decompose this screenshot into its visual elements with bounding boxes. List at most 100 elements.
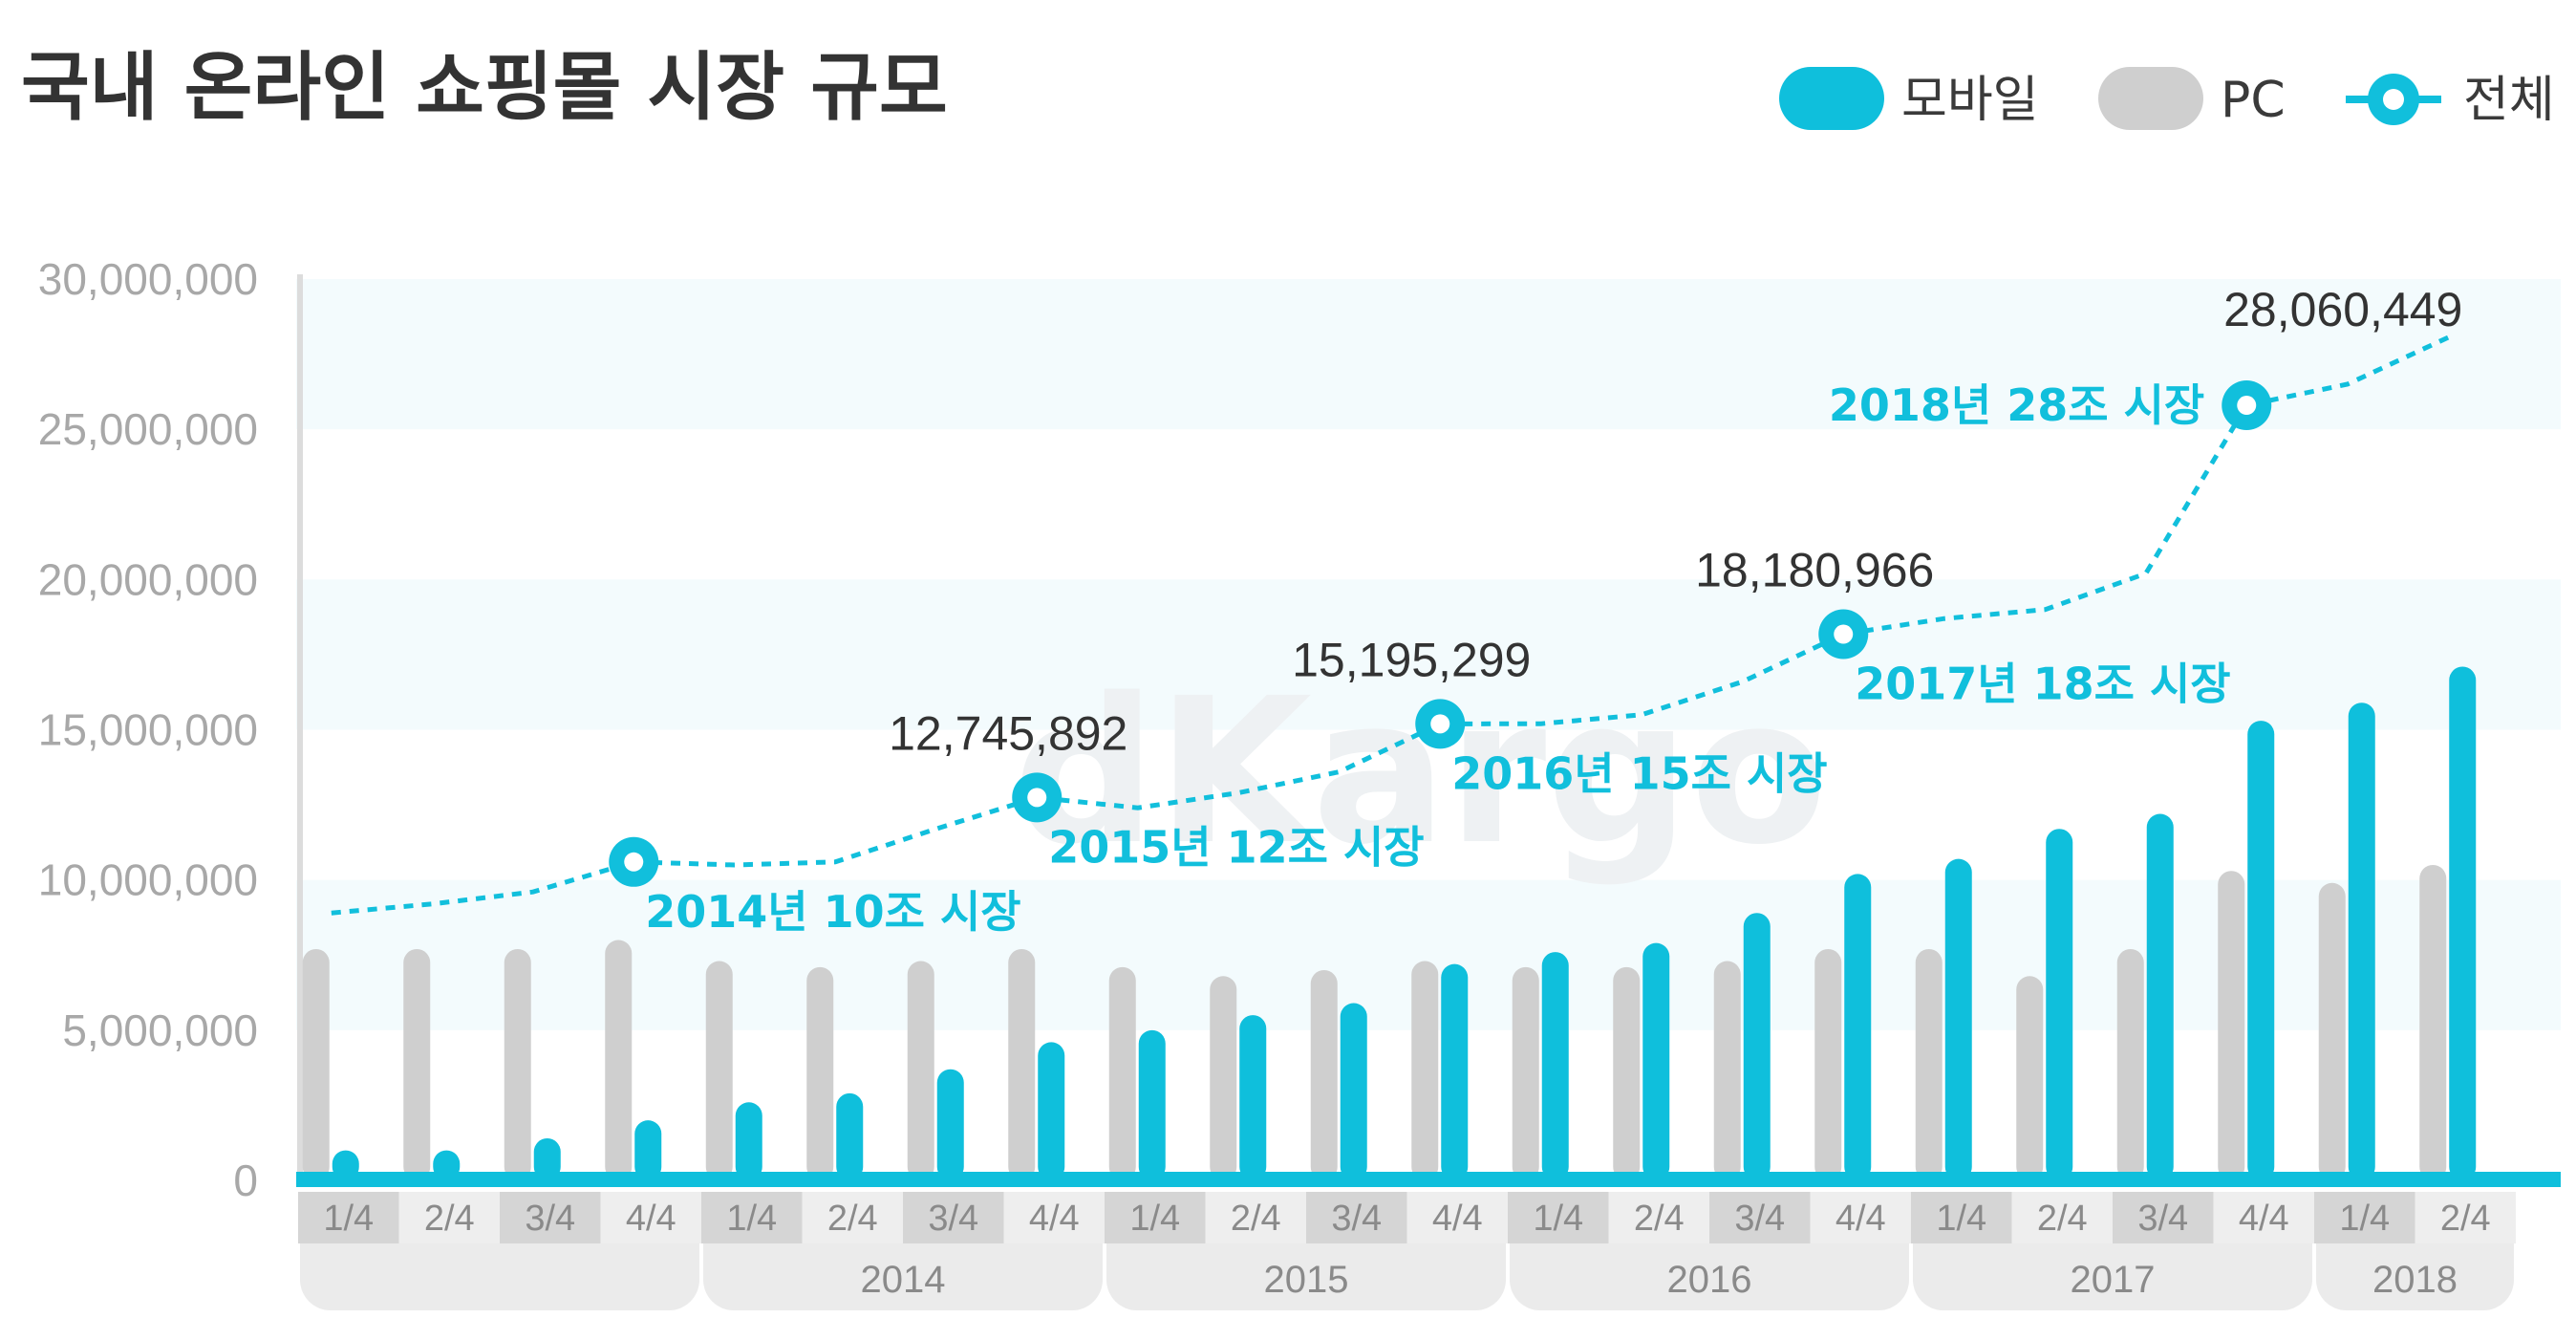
bar-pc	[403, 948, 431, 1180]
bar-mobile	[1138, 1029, 1166, 1180]
legend-swatch-mobile	[1779, 67, 1884, 130]
quarter-cell	[1508, 1192, 1609, 1243]
annotation-label: 2014년 10조 시장	[645, 886, 1020, 938]
value-label: 12,745,892	[889, 706, 1127, 760]
x-quarter-label: 2/4	[1634, 1199, 1685, 1239]
bar-pc	[302, 948, 330, 1180]
x-quarter-label: 2/4	[1231, 1199, 1281, 1239]
bar-mobile	[634, 1120, 662, 1180]
x-quarter-label: 3/4	[1331, 1199, 1382, 1239]
quarter-cell	[1105, 1192, 1206, 1243]
legend-marker-hole	[2383, 89, 2404, 110]
x-axis: 1/4 2/4 3/4 4/4 1/4 2/4 3/4 4/4 1/4 2/4 3/4 4/4 1/4 2…	[296, 1172, 2561, 1310]
quarter-cell	[1608, 1192, 1709, 1243]
x-quarter-label: 2/4	[424, 1199, 475, 1239]
legend-item-mobile: 모바일	[1779, 67, 2039, 130]
quarter-cell	[500, 1192, 601, 1243]
bar-pc	[2218, 871, 2245, 1180]
value-label: 18,180,966	[1695, 544, 1934, 597]
bar-mobile	[2247, 721, 2275, 1180]
x-quarter-label: 2/4	[2440, 1199, 2491, 1239]
bar-pc	[1108, 966, 1136, 1180]
bar-pc	[705, 961, 733, 1180]
x-quarter-label: 1/4	[1129, 1199, 1180, 1239]
bar-pc	[1008, 948, 1036, 1180]
x-quarter-label: 4/4	[1029, 1199, 1080, 1239]
quarter-cell	[2011, 1192, 2113, 1243]
bar-mobile	[936, 1069, 964, 1180]
x-year-label: 2015	[1264, 1259, 1349, 1301]
bar-mobile	[1642, 942, 1670, 1180]
bar-pc	[1310, 969, 1338, 1180]
bars	[302, 666, 2477, 1180]
value-label: 28,060,449	[2223, 283, 2462, 336]
bar-mobile	[1239, 1015, 1267, 1180]
bar-mobile	[1844, 874, 1872, 1180]
y-axis: 30,000,000 25,000,000 20,000,000 15,000,000…	[38, 254, 303, 1205]
bar-pc	[806, 966, 834, 1180]
quarter-cell	[2314, 1192, 2415, 1243]
watermark: dKargo	[1013, 655, 1828, 889]
quarter-cell	[298, 1192, 399, 1243]
bar-mobile	[1441, 963, 1469, 1180]
total-line: 2014년 10조 시장 2015년 12조 시장 12,745,892 2016년 …	[331, 283, 2462, 938]
total-marker-hole	[1027, 788, 1047, 808]
y-tick-label: 10,000,000	[38, 855, 258, 905]
quarter-cell	[1911, 1192, 2012, 1243]
quarter-cell	[802, 1192, 903, 1243]
y-tick-label: 0	[233, 1156, 258, 1205]
bar-pc	[1915, 948, 1943, 1180]
x-quarter-label: 3/4	[2137, 1199, 2188, 1239]
bar-mobile	[1340, 1003, 1367, 1180]
bar-pc	[2016, 976, 2044, 1180]
quarter-cell	[600, 1192, 701, 1243]
quarter-cell	[1810, 1192, 1911, 1243]
y-tick-label: 30,000,000	[38, 254, 258, 304]
x-year-label: 2017	[2071, 1259, 2156, 1301]
quarter-cell	[398, 1192, 500, 1243]
quarter-cell	[1205, 1192, 1306, 1243]
x-quarter-label: 1/4	[323, 1199, 374, 1239]
bar-pc	[1512, 966, 1539, 1180]
bar-pc	[504, 948, 531, 1180]
annotation-label: 2015년 12조 시장	[1048, 821, 1424, 873]
x-year-label: 2016	[1667, 1259, 1752, 1301]
x-quarter-label: 4/4	[1835, 1199, 1886, 1239]
legend-item-total: 전체	[2346, 72, 2555, 129]
annotation-label: 2016년 15조 시장	[1451, 747, 1827, 799]
quarter-cell	[1306, 1192, 1407, 1243]
bar-mobile	[533, 1137, 561, 1180]
bar-mobile	[2348, 702, 2375, 1180]
bar-pc	[1814, 948, 1842, 1180]
background-band	[296, 279, 2561, 430]
bar-pc	[2116, 948, 2144, 1180]
chart-title: 국내 온라인 쇼핑몰 시장 규모	[21, 45, 948, 131]
bar-pc	[2318, 882, 2346, 1180]
quarter-cell	[701, 1192, 803, 1243]
bar-pc	[1713, 961, 1741, 1180]
x-quarter-label: 1/4	[726, 1199, 777, 1239]
bar-mobile	[735, 1102, 762, 1180]
quarter-cell	[903, 1192, 1004, 1243]
quarter-cell	[1406, 1192, 1508, 1243]
bar-mobile	[2046, 829, 2073, 1180]
y-tick-label: 25,000,000	[38, 404, 258, 454]
legend-item-pc: PC	[2098, 67, 2286, 130]
legend: 모바일 PC 전체	[1779, 67, 2555, 130]
bar-pc	[907, 961, 934, 1180]
quarter-cell	[2113, 1192, 2214, 1243]
x-quarter-label: 3/4	[1734, 1199, 1785, 1239]
annotation-label: 2018년 28조 시장	[1829, 379, 2204, 431]
x-year-label: 2018	[2372, 1259, 2458, 1301]
bar-mobile	[1743, 913, 1771, 1180]
total-marker-hole	[1430, 714, 1450, 734]
bar-pc	[1210, 976, 1237, 1180]
x-quarter-label: 2/4	[827, 1199, 878, 1239]
y-tick-label: 15,000,000	[38, 705, 258, 755]
y-tick-label: 20,000,000	[38, 554, 258, 604]
x-quarter-label: 3/4	[928, 1199, 978, 1239]
total-marker-hole	[2237, 396, 2257, 416]
legend-swatch-pc	[2098, 67, 2203, 130]
bar-mobile	[2449, 666, 2477, 1180]
